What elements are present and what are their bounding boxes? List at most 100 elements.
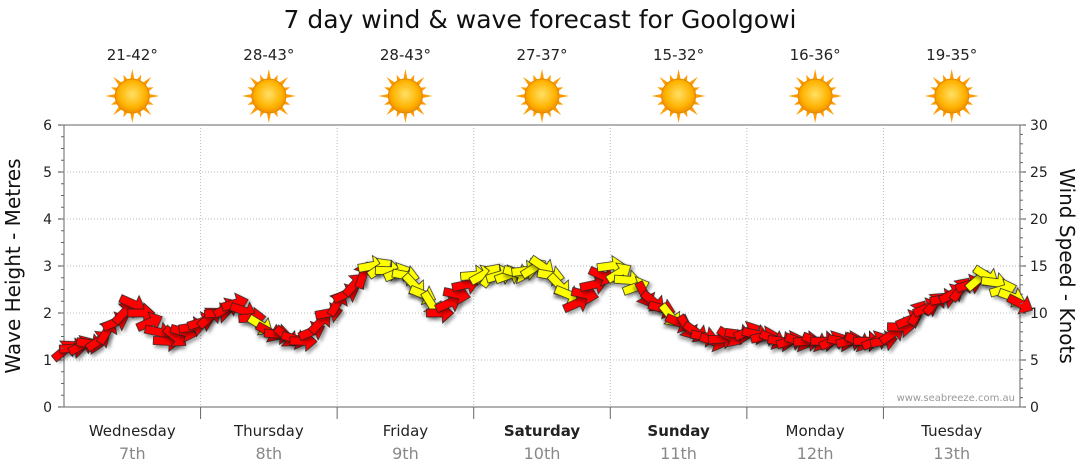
sun-ray <box>813 112 818 123</box>
sun-ray <box>403 69 408 80</box>
day-date-label: 10th <box>524 444 561 463</box>
day-date-label: 13th <box>933 444 970 463</box>
day-axis: Wednesday 7th Thursday 8th Friday 9th Saturday… <box>89 407 982 463</box>
sun-ray <box>813 69 818 80</box>
sun-ray <box>651 93 662 99</box>
right-tick-label: 15 <box>1030 259 1048 275</box>
left-tick-label: 3 <box>43 259 52 275</box>
day-date-label: 9th <box>392 444 419 463</box>
temperature-range: 28-43° <box>243 46 294 64</box>
sun-ray <box>932 106 942 116</box>
sun-disc <box>251 78 287 114</box>
right-tick-label: 10 <box>1030 306 1048 322</box>
sun-ray <box>422 93 433 99</box>
sun-ray <box>378 93 389 99</box>
plot-area: www.seabreeze.com.au <box>50 124 1033 408</box>
sun-ray <box>403 112 408 123</box>
sun-disc <box>661 78 697 114</box>
left-tick-label: 1 <box>43 353 52 369</box>
temperature-range: 15-32° <box>653 46 704 64</box>
sun-icon <box>788 69 843 123</box>
day-name-label: Tuesday <box>920 422 982 440</box>
sun-icon <box>378 69 433 123</box>
sun-disc <box>387 78 423 114</box>
right-axis-label: Wind Speed - Knots <box>1055 168 1079 364</box>
day-name-label: Thursday <box>233 422 304 440</box>
sun-ray <box>522 76 532 86</box>
right-tick-label: 0 <box>1030 400 1039 416</box>
temperature-range: 19-35° <box>926 46 977 64</box>
sun-ray <box>415 76 425 86</box>
sun-ray <box>249 106 259 116</box>
sun-ray <box>832 93 843 99</box>
sun-ray <box>552 106 562 116</box>
sun-ray <box>415 106 425 116</box>
temperature-range: 21-42° <box>107 46 158 64</box>
left-tick-label: 4 <box>43 212 52 228</box>
day-name-label: Wednesday <box>89 422 176 440</box>
sun-ray <box>659 106 669 116</box>
sun-disc <box>934 78 970 114</box>
sun-disc <box>524 78 560 114</box>
day-name-label: Monday <box>786 422 845 440</box>
sun-ray <box>659 76 669 86</box>
sun-ray <box>113 106 122 116</box>
sun-ray <box>796 106 805 116</box>
sun-ray <box>676 69 681 80</box>
sun-ray <box>241 93 252 99</box>
sun-ray <box>515 93 526 99</box>
day-date-label: 12th <box>797 444 834 463</box>
left-tick-label: 5 <box>43 165 52 181</box>
wind-arrow <box>135 311 163 332</box>
right-tick-label: 20 <box>1030 212 1048 228</box>
right-tick-label: 5 <box>1030 353 1039 369</box>
sun-disc <box>797 78 833 114</box>
day-name-label: Friday <box>383 422 429 440</box>
sun-ray <box>825 106 835 116</box>
left-tick-label: 2 <box>43 306 52 322</box>
sun-ray <box>932 76 942 86</box>
sun-ray <box>149 93 160 99</box>
wind-arrow <box>1006 293 1033 315</box>
day-date-label: 8th <box>256 444 283 463</box>
sun-ray <box>279 106 288 116</box>
sun-ray <box>962 76 971 86</box>
sun-ray <box>522 106 532 116</box>
daily-weather-row: 21-42° 28-43° 28-43° 27-37° 15-32° 16-36° 19-3… <box>105 46 979 123</box>
sun-ray <box>825 76 835 86</box>
sun-ray <box>552 76 562 86</box>
sun-ray <box>676 112 681 123</box>
sun-ray <box>558 93 569 99</box>
sun-ray <box>962 106 971 116</box>
sun-icon <box>924 69 979 123</box>
sun-ray <box>279 76 288 86</box>
sun-ray <box>788 93 799 99</box>
sun-icon <box>651 69 706 123</box>
wind-arrows <box>50 254 1033 363</box>
sun-icon <box>515 69 569 123</box>
sun-ray <box>249 76 259 86</box>
sun-icon <box>105 69 160 123</box>
sun-ray <box>266 112 271 123</box>
sun-ray <box>949 69 954 80</box>
sun-ray <box>130 69 135 80</box>
sun-ray <box>539 69 545 80</box>
sun-ray <box>386 76 395 86</box>
sun-ray <box>949 112 954 123</box>
sun-ray <box>968 93 979 99</box>
sun-ray <box>142 106 152 116</box>
right-axis: 0 5 10 15 20 25 30 <box>1020 118 1048 416</box>
left-axis-label: Wave Height - Metres <box>1 158 25 373</box>
sun-ray <box>285 93 296 99</box>
sun-ray <box>924 93 935 99</box>
sun-ray <box>689 76 698 86</box>
sun-ray <box>539 112 545 123</box>
temperature-range: 16-36° <box>790 46 841 64</box>
sun-icon <box>241 69 296 123</box>
day-name-label: Sunday <box>647 422 710 440</box>
sun-ray <box>105 93 116 99</box>
sun-ray <box>695 93 706 99</box>
temperature-range: 27-37° <box>516 46 567 64</box>
chart-title: 7 day wind & wave forecast for Goolgowi <box>283 5 796 34</box>
